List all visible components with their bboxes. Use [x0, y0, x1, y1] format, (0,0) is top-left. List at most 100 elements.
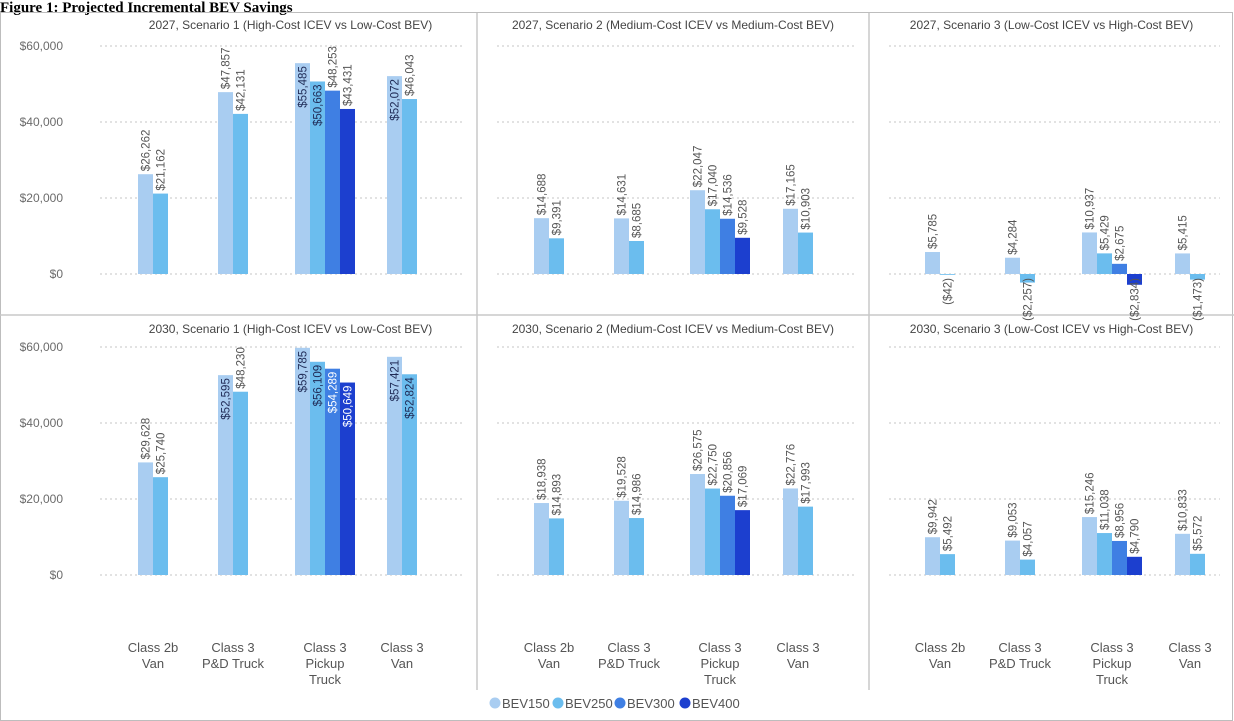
bar-bev150: [387, 76, 402, 274]
bar-bev250: [153, 477, 168, 575]
bar-bev150: [690, 190, 705, 274]
bar-bev400: [1127, 556, 1142, 575]
data-label: $5,429: [1100, 215, 1112, 250]
panel-title: 2030, Scenario 2 (Medium-Cost ICEV vs Me…: [512, 322, 834, 336]
bar-bev150: [295, 63, 310, 275]
data-label: ($42): [943, 278, 955, 305]
bar-bev250: [1190, 553, 1205, 575]
data-label: $4,284: [1008, 219, 1020, 255]
data-label: ($1,473): [1193, 278, 1205, 321]
data-label: $14,688: [537, 174, 549, 216]
bar-bev250: [402, 99, 417, 275]
data-label: $42,131: [236, 69, 248, 111]
data-label: $48,253: [328, 46, 340, 88]
data-label: $46,043: [405, 54, 417, 96]
data-label: $52,072: [390, 79, 402, 121]
category-label: Class 3: [1168, 640, 1211, 655]
bar-bev300: [325, 90, 340, 274]
bar-bev250: [1020, 274, 1035, 283]
bar-bev250: [233, 391, 248, 575]
bar-bev250: [1190, 274, 1205, 280]
y-tick-label: $60,000: [20, 39, 64, 53]
data-label: $15,246: [1085, 472, 1097, 514]
category-label: Van: [538, 656, 560, 671]
bar-bev250: [705, 488, 720, 575]
category-label: Pickup: [1092, 656, 1131, 671]
category-label: Class 2b: [524, 640, 575, 655]
bar-bev150: [1082, 517, 1097, 575]
category-label: Class 3: [998, 640, 1041, 655]
category-label: Pickup: [305, 656, 344, 671]
category-label: Van: [787, 656, 809, 671]
legend-label-bev150: BEV150: [502, 696, 550, 711]
bar-bev150: [138, 174, 153, 274]
bar-bev150: [925, 537, 940, 575]
data-label: $50,649: [343, 386, 355, 428]
data-label: $5,415: [1178, 215, 1190, 250]
bar-bev400: [1127, 274, 1142, 285]
data-label: $19,528: [617, 456, 629, 498]
data-label: $26,262: [141, 130, 153, 172]
bar-bev150: [1005, 540, 1020, 575]
y-tick-label: $0: [50, 568, 64, 582]
data-label: $17,040: [708, 165, 720, 207]
category-label: Truck: [309, 672, 342, 687]
data-label: $21,162: [156, 149, 168, 191]
data-label: $52,595: [221, 378, 233, 420]
category-label: Class 3: [776, 640, 819, 655]
data-label: $48,230: [236, 347, 248, 389]
bar-bev400: [340, 108, 355, 275]
bar-bev300: [1112, 540, 1127, 575]
y-tick-label: $0: [50, 267, 64, 281]
data-label: $8,685: [632, 203, 644, 238]
y-tick-label: $20,000: [20, 492, 64, 506]
data-label: $17,993: [801, 462, 813, 504]
data-label: $10,833: [1178, 489, 1190, 531]
panel-title: 2027, Scenario 2 (Medium-Cost ICEV vs Me…: [512, 18, 834, 32]
data-label: $47,857: [221, 48, 233, 90]
category-label: P&D Truck: [989, 656, 1052, 671]
data-label: $14,631: [617, 174, 629, 216]
bar-bev300: [720, 218, 735, 274]
category-label: Class 3: [380, 640, 423, 655]
bar-bev250: [310, 361, 325, 575]
data-label: $9,391: [552, 200, 564, 235]
bar-bev250: [705, 209, 720, 274]
legend-marker-bev250: [552, 697, 564, 709]
data-label: $43,431: [343, 64, 355, 106]
data-label: $4,790: [1130, 519, 1142, 554]
bar-bev300: [1112, 263, 1127, 274]
bar-bev150: [783, 208, 798, 274]
data-label: $59,785: [298, 351, 310, 393]
data-label: $25,740: [156, 433, 168, 475]
category-label: Truck: [1096, 672, 1129, 687]
y-tick-label: $60,000: [20, 340, 64, 354]
bar-bev250: [402, 374, 417, 575]
category-label: Class 2b: [128, 640, 179, 655]
data-label: $17,069: [738, 466, 750, 508]
legend-label-bev250: BEV250: [565, 696, 613, 711]
bar-bev150: [295, 347, 310, 575]
bar-bev400: [735, 237, 750, 274]
data-label: $10,903: [801, 188, 813, 230]
bar-bev150: [534, 218, 549, 274]
category-label: P&D Truck: [598, 656, 661, 671]
bar-bev250: [798, 232, 813, 274]
bar-bev150: [1082, 232, 1097, 274]
data-label: $5,572: [1193, 516, 1205, 551]
bar-bev250: [798, 506, 813, 575]
data-label: $9,942: [928, 499, 940, 534]
bar-bev250: [940, 274, 955, 275]
bar-bev150: [783, 488, 798, 575]
category-label: Class 3: [1090, 640, 1133, 655]
data-label: $22,750: [708, 444, 720, 486]
data-label: $9,053: [1008, 502, 1020, 537]
category-label: Truck: [704, 672, 737, 687]
category-label: Van: [1179, 656, 1201, 671]
data-label: $55,485: [298, 66, 310, 108]
data-label: $29,628: [141, 418, 153, 460]
category-label: P&D Truck: [202, 656, 265, 671]
bar-bev300: [325, 368, 340, 575]
bar-bev150: [925, 252, 940, 274]
